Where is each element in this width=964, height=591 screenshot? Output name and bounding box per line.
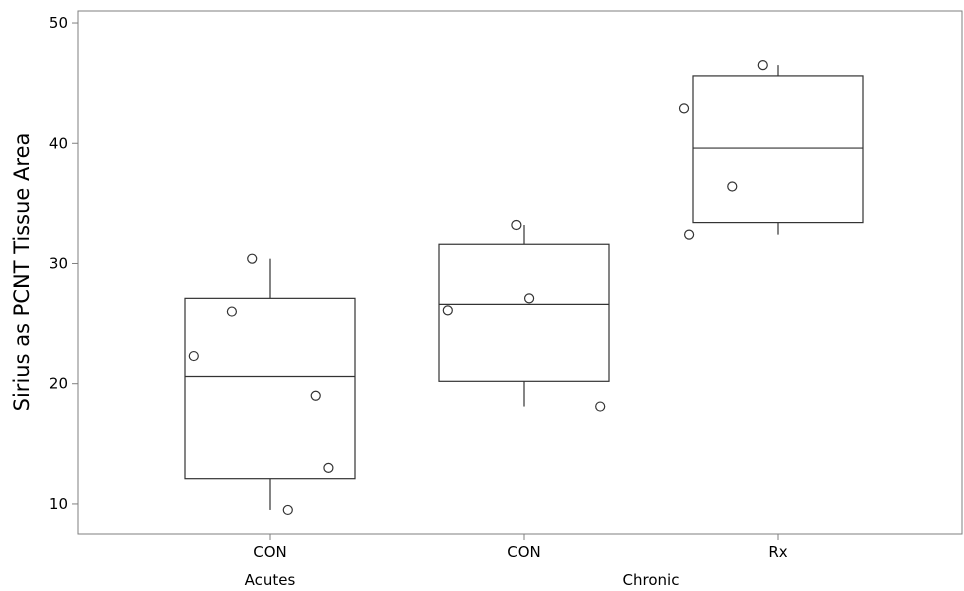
plot-frame <box>77 10 963 535</box>
data-point <box>310 390 321 401</box>
data-point <box>511 219 522 231</box>
y-tick-label: 30 <box>49 254 68 272</box>
box-iqr <box>692 75 864 224</box>
data-points <box>188 60 768 516</box>
data-point <box>523 293 535 304</box>
x-tick-label: CON <box>253 543 287 561</box>
data-point <box>247 253 258 264</box>
data-point <box>442 305 453 316</box>
y-tick-label: 40 <box>49 134 68 152</box>
data-point <box>757 60 768 71</box>
x-axis: CON CON Rx Acutes Chronic <box>245 534 788 589</box>
y-tick-label: 10 <box>49 495 68 513</box>
data-point <box>323 462 334 473</box>
x-group-label: Chronic <box>623 571 680 589</box>
box-iqr <box>438 243 610 382</box>
x-tick-label: CON <box>507 543 541 561</box>
plot-border <box>77 10 963 535</box>
data-point <box>678 103 690 114</box>
y-tick-label: 50 <box>49 14 68 32</box>
data-point <box>727 181 738 192</box>
boxes <box>184 65 864 510</box>
data-point <box>282 504 293 516</box>
x-group-label: Acutes <box>245 571 296 589</box>
x-tick-label: Rx <box>768 543 787 561</box>
y-tick-label: 20 <box>49 375 68 393</box>
box-iqr <box>184 297 356 480</box>
data-point <box>188 350 199 362</box>
data-point <box>226 306 237 317</box>
data-point <box>595 401 606 412</box>
y-axis: 10 20 30 40 50 <box>49 14 78 513</box>
data-point <box>683 229 695 240</box>
y-axis-title: Sirius as PCNT Tissue Area <box>10 133 34 412</box>
